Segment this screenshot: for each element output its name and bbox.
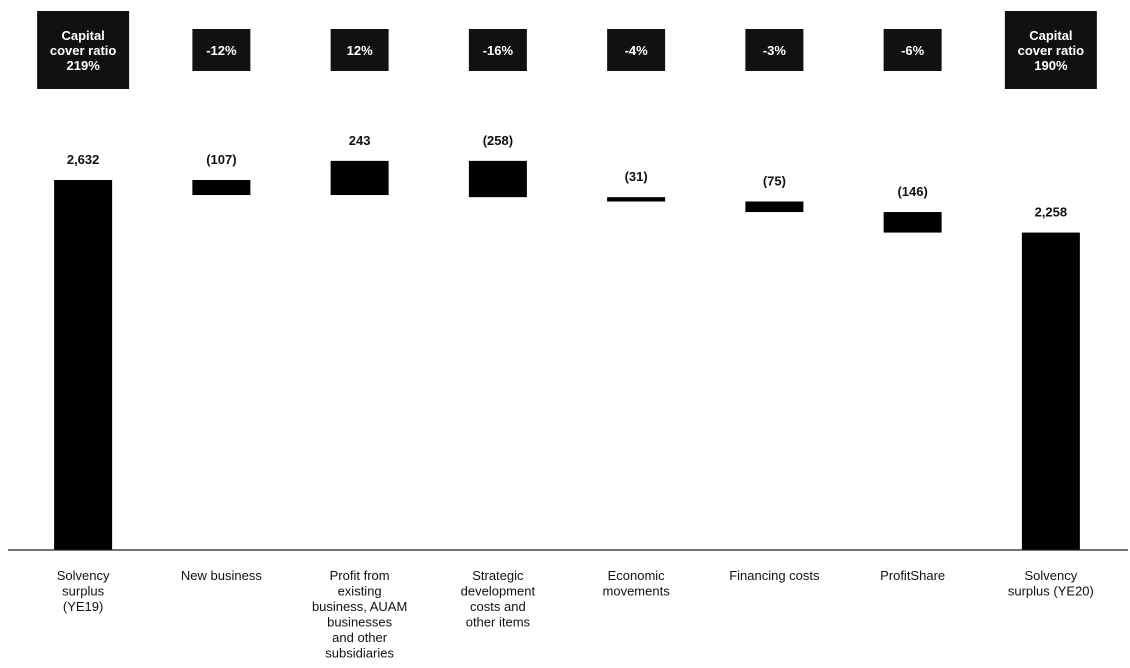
- category-label-8-1: Solvency: [1025, 568, 1078, 583]
- category-label-4-1: Strategic: [472, 568, 524, 583]
- category-label-1-2: surplus: [62, 584, 104, 599]
- value-label-2: (107): [206, 152, 236, 167]
- value-label-1: 2,632: [67, 152, 100, 167]
- value-label-5: (31): [625, 169, 648, 184]
- ratio-box-label-8-3: 190%: [1034, 58, 1068, 73]
- ratio-box-1: [37, 11, 130, 89]
- category-label-3-4: businesses: [327, 615, 393, 630]
- category-label-2-1: New business: [181, 568, 262, 583]
- ratio-box-label-5-1: -4%: [625, 43, 649, 58]
- ratio-box-label-7-1: -6%: [901, 43, 925, 58]
- value-label-6: (75): [763, 174, 786, 189]
- category-label-8-2: surplus (YE20): [1008, 584, 1094, 599]
- ratio-box-label-2-1: -12%: [206, 43, 237, 58]
- category-label-3-2: existing: [338, 584, 382, 599]
- value-label-8: 2,258: [1035, 205, 1068, 220]
- category-label-1-1: Solvency: [57, 568, 110, 583]
- ratio-box-label-4-1: -16%: [483, 43, 514, 58]
- value-label-7: (146): [897, 184, 927, 199]
- category-label-3-5: and other: [332, 630, 388, 645]
- bar-6: [745, 201, 804, 213]
- bar-4: [468, 160, 527, 198]
- ratio-box-4: [468, 29, 527, 71]
- category-label-3-6: subsidiaries: [325, 646, 394, 661]
- bar-7: [883, 212, 942, 233]
- category-label-4-3: costs and: [470, 599, 526, 614]
- bar-1: [54, 180, 113, 550]
- category-label-4-2: development: [461, 584, 536, 599]
- category-label-6-1: Financing costs: [729, 568, 820, 583]
- category-label-3-3: business, AUAM: [312, 599, 407, 614]
- bar-5: [607, 197, 666, 202]
- bars: [54, 160, 1080, 550]
- category-label-3-1: Profit from: [330, 568, 390, 583]
- bar-2: [192, 180, 251, 196]
- ratio-box-label-1-1: Capital: [61, 28, 104, 43]
- ratio-box-label-8-2: cover ratio: [1018, 43, 1085, 58]
- ratio-box-label-8-1: Capital: [1029, 28, 1072, 43]
- ratio-box-label-3-1: 12%: [347, 43, 373, 58]
- category-label-1-3: (YE19): [63, 599, 103, 614]
- ratio-box-7: [883, 29, 942, 71]
- ratio-box-6: [745, 29, 804, 71]
- value-label-4: (258): [483, 133, 513, 148]
- ratio-box-label-6-1: -3%: [763, 43, 787, 58]
- ratio-box-label-1-3: 219%: [67, 58, 101, 73]
- value-labels: 2,632 (107) 243 (258) (31) (75) (146) 2,258: [67, 133, 1067, 220]
- ratio-box-5: [607, 29, 666, 71]
- ratio-box-8: [1004, 11, 1097, 89]
- category-label-4-4: other items: [466, 615, 531, 630]
- bar-3: [330, 160, 389, 196]
- bar-8: [1021, 232, 1080, 550]
- value-label-3: 243: [349, 133, 371, 148]
- category-label-5-1: Economic: [608, 568, 666, 583]
- ratio-box-label-1-2: cover ratio: [50, 43, 117, 58]
- ratio-box-3: [330, 29, 389, 71]
- ratio-box-2: [192, 29, 251, 71]
- category-label-5-2: movements: [603, 584, 671, 599]
- category-label-7-1: ProfitShare: [880, 568, 945, 583]
